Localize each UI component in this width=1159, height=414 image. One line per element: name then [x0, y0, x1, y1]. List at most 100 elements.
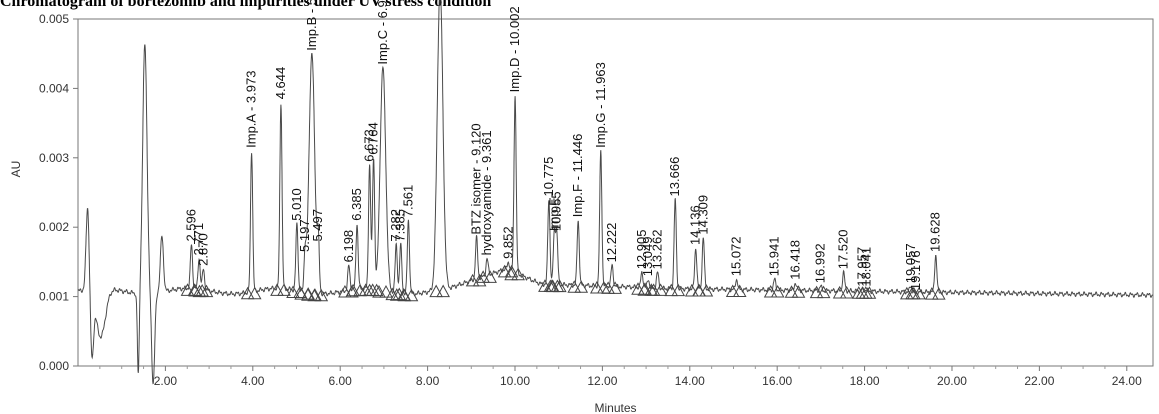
peak-label: 13.049 — [640, 236, 655, 276]
integration-marker — [307, 288, 322, 302]
integration-marker — [552, 279, 567, 293]
integration-marker — [497, 264, 512, 278]
integration-marker — [646, 283, 661, 296]
integration-marker — [385, 287, 400, 301]
integration-marker — [465, 273, 480, 287]
integration-marker — [389, 288, 404, 301]
integration-marker — [240, 286, 255, 300]
x-tick-label: 18.00 — [850, 374, 880, 388]
peak-label: Imp.A - 3.973 — [244, 71, 259, 148]
peak-label: Imp.C - 6.978 — [375, 0, 390, 65]
x-tick-label: 8.00 — [416, 374, 440, 388]
integration-marker — [699, 283, 714, 297]
integration-marker — [684, 283, 699, 297]
peak-label: 16.992 — [813, 243, 828, 283]
x-tick-label: 20.00 — [937, 374, 967, 388]
integration-marker — [567, 280, 582, 293]
x-tick-label: 2.00 — [154, 374, 178, 388]
peak-label: 14.309 — [695, 195, 710, 235]
integration-marker — [294, 287, 309, 300]
integration-marker — [286, 285, 300, 299]
integration-marker — [725, 284, 740, 297]
x-tick-label: 22.00 — [1024, 374, 1054, 388]
axes: 2.00 4.00 6.00 8.00 10.00 12.00 14.00 16.00 18.0… — [39, 12, 1154, 388]
integration-marker — [195, 283, 209, 297]
peak-label: Imp.D - 10.002 — [507, 6, 522, 92]
integration-marker — [931, 287, 946, 300]
peak-label: 6.385 — [349, 188, 364, 221]
integration-marker — [732, 284, 747, 297]
integration-marker — [362, 283, 377, 297]
integration-marker — [832, 285, 847, 299]
integration-marker — [924, 287, 939, 300]
integration-marker — [545, 279, 560, 293]
integration-marker — [855, 286, 870, 299]
peak-label: 19.176 — [908, 250, 923, 290]
integration-marker — [601, 281, 616, 294]
peak-label: 5.497 — [310, 209, 325, 242]
integration-marker — [472, 273, 487, 287]
integration-marker — [862, 286, 877, 299]
peak-label: 10.955 — [549, 191, 564, 231]
integration-marker — [476, 270, 490, 283]
integration-marker — [180, 283, 195, 296]
y-tick-label: 0.000 — [39, 359, 69, 373]
y-tick-label: 0.002 — [39, 220, 69, 234]
peak-label: 19.057 — [903, 243, 918, 283]
peak-label: 12.222 — [604, 223, 619, 263]
integration-marker — [809, 285, 824, 299]
integration-marker — [653, 283, 668, 296]
peak-label: Imp.E — [546, 197, 561, 231]
integration-marker — [692, 283, 707, 297]
integration-marker — [784, 285, 799, 298]
integration-marker — [247, 286, 262, 300]
peak-label: 5.197 — [297, 219, 312, 252]
y-tick-label: 0.001 — [39, 290, 69, 304]
integration-marker — [192, 284, 207, 298]
integration-marker — [483, 270, 497, 283]
integration-marker — [301, 288, 315, 301]
peak-label: 19.628 — [928, 212, 943, 252]
integration-marker — [608, 281, 622, 294]
integration-marker — [574, 280, 589, 293]
integration-marker — [277, 283, 291, 296]
x-tick-label: 16.00 — [762, 374, 792, 388]
peak-label: Imp.B - 5.352 — [304, 0, 319, 51]
integration-marker — [791, 285, 806, 298]
x-tick-label: 14.00 — [675, 374, 705, 388]
chart-title: Chromatogram of bortezomib and impuritie… — [0, 0, 492, 10]
integration-marker — [404, 288, 419, 302]
x-tick-label: 12.00 — [587, 374, 617, 388]
integration-marker — [839, 285, 854, 299]
peak-label: Imp.G - 11.963 — [593, 62, 608, 148]
x-tick-label: 10.00 — [500, 374, 530, 388]
integration-marker — [671, 283, 686, 297]
peak-label: 16.418 — [787, 240, 802, 280]
integration-marker — [369, 283, 384, 297]
integration-marker — [912, 286, 926, 300]
integration-marker — [270, 283, 284, 296]
integration-marker — [314, 288, 329, 302]
peak-label: 15.941 — [767, 236, 782, 276]
integration-marker — [188, 283, 203, 297]
peak-label: 2.870 — [195, 233, 210, 266]
peak-label: 7.561 — [400, 185, 415, 218]
peak-label: 6.673 — [362, 129, 377, 162]
x-tick-label: 4.00 — [241, 374, 265, 388]
trace-line — [77, 0, 1154, 385]
integration-marker — [429, 284, 444, 298]
integration-marker — [372, 285, 386, 298]
peak-label: 6.198 — [341, 230, 356, 263]
peak-label: 13.666 — [667, 157, 682, 197]
integration-marker — [504, 264, 519, 278]
peak-label: 2.596 — [183, 209, 198, 242]
peak-label: Imp.F - 11.446 — [570, 134, 585, 218]
integration-marker — [664, 283, 679, 297]
peak-label: 2.771 — [191, 223, 206, 256]
peak-label: BTZ isomer - 9.120 — [469, 123, 484, 234]
integration-marker — [511, 267, 525, 281]
peak-label: 7.282 — [388, 209, 403, 242]
integration-marker — [199, 284, 214, 298]
y-tick-label: 0.003 — [39, 151, 69, 165]
integration-marker — [397, 288, 412, 302]
